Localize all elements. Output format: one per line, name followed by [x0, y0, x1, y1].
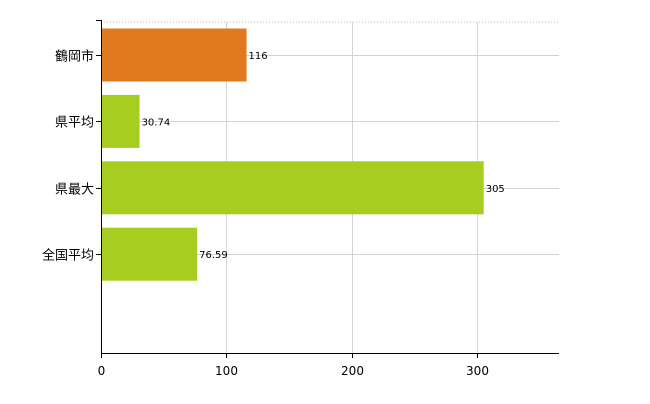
- x-tick-label: 100: [215, 364, 238, 378]
- bar: [101, 227, 198, 281]
- bar: [101, 94, 140, 148]
- y-tick-label: 県平均: [55, 116, 94, 131]
- y-tick-label: 全国平均: [42, 248, 94, 264]
- bar: [101, 28, 247, 82]
- label-layer: 116 30.74 305 76.59: [142, 51, 505, 261]
- bar: [101, 161, 484, 215]
- y-tick-label: 県最大: [55, 183, 94, 198]
- x-tick-label: 0: [98, 364, 106, 378]
- data-label: 305: [486, 184, 505, 195]
- y-tick-label: 鶴岡市: [55, 49, 94, 65]
- data-label: 116: [249, 51, 268, 62]
- data-label: 30.74: [142, 117, 171, 128]
- bar-layer: [101, 28, 484, 281]
- x-tick-label: 300: [466, 364, 489, 378]
- data-label: 76.59: [199, 250, 228, 261]
- x-tick-label: 200: [341, 364, 364, 378]
